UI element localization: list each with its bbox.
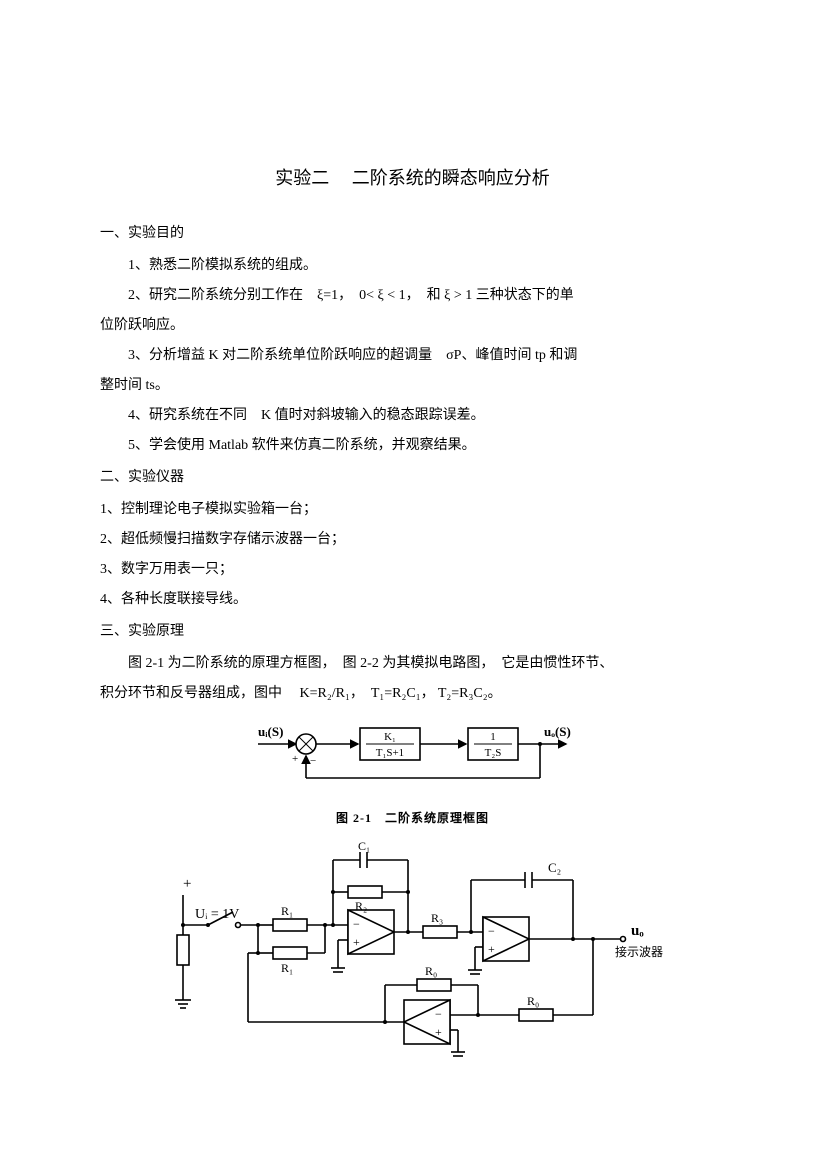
fig2-R1a: R₁: [281, 904, 293, 918]
fig2-op2-minus: −: [488, 924, 495, 938]
s3-item-1: 图 2-1 为二阶系统的原理方框图， 图 2-2 为其模拟电路图， 它是由惯性环…: [100, 650, 725, 678]
doc-title: 实验二 二阶系统的瞬态响应分析: [100, 160, 725, 196]
fig2-plus-top: +: [183, 876, 191, 892]
section-3-head: 三、实验原理: [100, 618, 725, 646]
fig2-R2: R₂: [355, 899, 367, 913]
fig2-uo: uₒ: [631, 923, 644, 939]
fig2-R0b: R₀: [425, 964, 437, 978]
fig2-op3-minus: −: [435, 1007, 442, 1021]
s1-item-1: 1、熟悉二阶模拟系统的组成。: [100, 252, 725, 280]
fig-2-1-diagram: uᵢ(S) + − K₁ T₁S+1 1 T₂S uₒ(S): [248, 716, 578, 798]
fig2-uo-sub: 接示波器: [615, 944, 663, 959]
s2-item-4: 4、各种长度联接导线。: [100, 586, 725, 614]
fig1-b1-top: K₁: [384, 731, 396, 743]
section-1-head: 一、实验目的: [100, 220, 725, 248]
section-2-head: 二、实验仪器: [100, 464, 725, 492]
fig1-b2-top: 1: [490, 731, 496, 743]
s1-item-2: 2、研究二阶系统分别工作在 ξ=1， 0< ξ < 1， 和 ξ > 1 三种状…: [100, 282, 725, 310]
fig2-R3: R₃: [431, 911, 443, 925]
s2-item-1: 1、控制理论电子模拟实验箱一台；: [100, 496, 725, 524]
fig2-R0a: R₀: [527, 994, 539, 1008]
s1-item-2b: 位阶跃响应。: [100, 312, 725, 340]
fig2-op2-plus: +: [488, 942, 495, 956]
s1-item-3b: 整时间 ts。: [100, 372, 725, 400]
fig2-ui: Uᵢ = 1V: [195, 907, 239, 922]
fig1-ui-label: uᵢ(S): [258, 724, 283, 739]
fig-2-2-diagram: + Uᵢ = 1V R₁ R₁ −: [153, 840, 673, 1100]
fig1-b2-bot: T₂S: [484, 747, 501, 759]
s3-item-2: 积分环节和反号器组成，图中 K=R₂/R₁， T₁=R₂C₁， T₂=R₃C₂。: [100, 680, 725, 708]
fig1-plus: +: [292, 753, 298, 765]
fig1-uo-label: uₒ(S): [544, 724, 571, 739]
fig2-op1-plus: +: [353, 935, 360, 949]
fig2-R1b: R₁: [281, 961, 293, 975]
fig2-op3-plus: +: [435, 1025, 442, 1039]
s2-item-3: 3、数字万用表一只；: [100, 556, 725, 584]
fig2-op1-minus: −: [353, 917, 360, 931]
fig1-b1-bot: T₁S+1: [375, 747, 403, 759]
fig-2-1-caption: 图 2-1 二阶系统原理框图: [100, 806, 725, 830]
s2-item-2: 2、超低频慢扫描数字存储示波器一台；: [100, 526, 725, 554]
fig2-C2: C₂: [548, 860, 561, 875]
fig2-C1: C₁: [358, 840, 370, 853]
s1-item-4: 4、研究系统在不同 K 值时对斜坡输入的稳态跟踪误差。: [100, 402, 725, 430]
s1-item-5: 5、学会使用 Matlab 软件来仿真二阶系统，并观察结果。: [100, 432, 725, 460]
s1-item-3: 3、分析增益 K 对二阶系统单位阶跃响应的超调量 σP、峰值时间 tp 和调: [100, 342, 725, 370]
page: 实验二 二阶系统的瞬态响应分析 一、实验目的 1、熟悉二阶模拟系统的组成。 2、…: [0, 0, 825, 1160]
fig1-minus: −: [310, 755, 316, 767]
